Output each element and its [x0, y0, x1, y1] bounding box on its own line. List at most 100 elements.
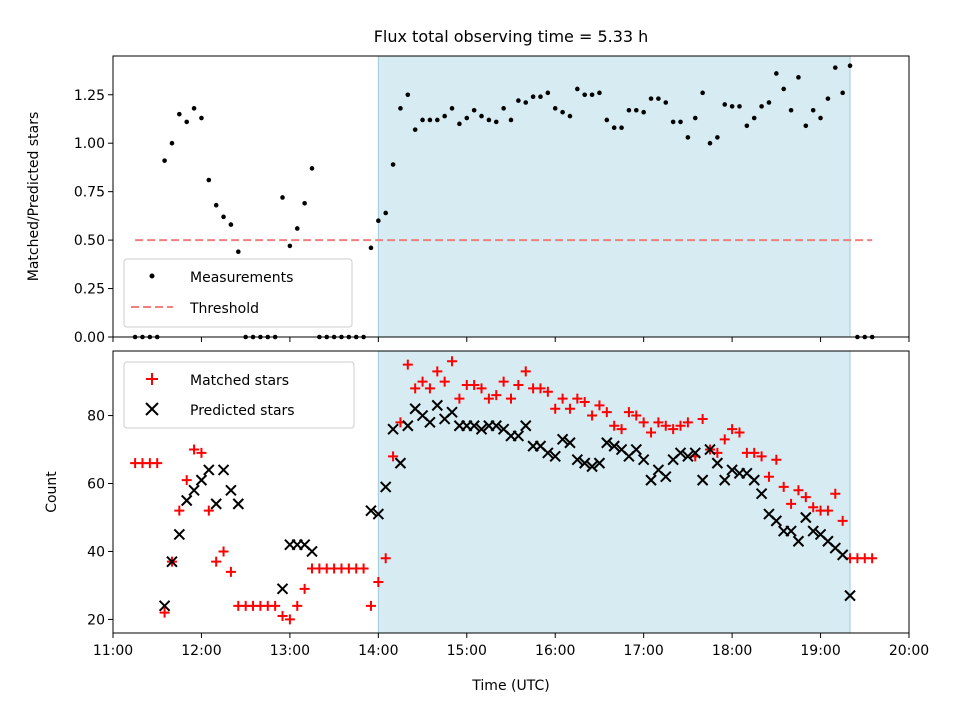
predicted-star-point — [225, 484, 237, 497]
x-tick-label: 17:00 — [623, 643, 663, 659]
measurement-point — [715, 135, 720, 140]
measurement-point — [427, 117, 433, 123]
matched-star-point — [749, 447, 760, 458]
matched-star-point — [660, 420, 671, 431]
x-tick-label: 15:00 — [447, 643, 487, 659]
measurement-point — [294, 226, 300, 231]
predicted-star-point — [468, 420, 480, 432]
measurement-point — [611, 125, 617, 131]
predicted-star-point — [203, 464, 215, 476]
bottom-legend-box — [123, 361, 355, 429]
matched-star-point — [513, 379, 524, 390]
measurement-point — [751, 115, 757, 121]
measurement-point — [818, 115, 823, 121]
y-tick-label: 1.00 — [74, 136, 105, 152]
x-tick-label: 19:00 — [800, 643, 840, 659]
predicted-star-point — [217, 464, 230, 476]
y-tick-label: 80 — [87, 409, 105, 425]
measurement-point — [744, 123, 750, 129]
legend-measurements-label: Measurements — [190, 270, 293, 286]
x-tick-label: 18:00 — [712, 643, 752, 659]
predicted-star-point — [593, 457, 606, 469]
predicted-star-point — [696, 474, 709, 486]
measurement-point — [678, 119, 683, 125]
matched-star-point — [483, 393, 494, 404]
measurement-point — [737, 104, 742, 109]
predicted-star-point — [770, 515, 783, 527]
legend-matched-marker — [146, 373, 158, 385]
predicted-star-point — [807, 525, 819, 537]
y-tick-label: 40 — [87, 544, 105, 560]
measurement-point — [582, 92, 588, 98]
predicted-star-point — [564, 437, 576, 449]
measurement-point — [398, 106, 403, 111]
matched-star-point — [388, 451, 399, 462]
predicted-star-point — [645, 474, 657, 486]
matched-star-point — [159, 607, 170, 618]
x-tick-label: 13:00 — [270, 643, 310, 659]
bottom-x-axis-ticks: 11:00 12:00 13:00 14:00 15:00 16:00 17:00 18:00… — [93, 633, 929, 659]
matched-star-point — [867, 553, 878, 564]
legend-predicted-label: Predicted stars — [190, 403, 295, 419]
matched-star-point — [542, 386, 553, 397]
measurement-point — [552, 106, 558, 111]
measurement-point — [604, 117, 610, 123]
predicted-star-point — [571, 454, 584, 466]
predicted-star-point — [748, 474, 760, 486]
matched-star-point — [822, 505, 833, 516]
predicted-star-point — [475, 423, 488, 435]
top-y-axis-label: Matched/Predicted stars — [26, 112, 42, 282]
measurement-point — [508, 117, 514, 123]
x-tick-label: 11:00 — [93, 643, 133, 659]
top-y-axis-ticks: 0.00 0.25 0.50 0.75 1.00 1.25 — [74, 88, 113, 346]
matched-star-point — [837, 515, 848, 526]
x-axis-label: Time (UTC) — [471, 678, 549, 694]
matched-star-point — [668, 424, 679, 435]
predicted-star-point — [660, 471, 672, 483]
predicted-star-point — [674, 447, 687, 459]
matched-star-point — [277, 611, 288, 622]
measurement-point — [376, 218, 381, 224]
matched-star-point — [609, 420, 620, 431]
matched-star-point — [616, 424, 627, 435]
measurement-point — [191, 106, 197, 111]
measurement-point — [825, 96, 831, 101]
measurement-point — [692, 115, 698, 121]
measurement-point — [309, 166, 315, 171]
predicted-star-point — [379, 481, 392, 493]
bottom-plot-frame — [112, 350, 910, 634]
measurement-point — [597, 90, 602, 96]
matched-star-point — [417, 376, 428, 387]
matched-star-point — [284, 614, 295, 625]
predicted-star-point — [232, 498, 245, 510]
measurement-point — [589, 92, 595, 98]
chart-title: Flux total observing time = 5.33 h — [374, 27, 649, 46]
measurement-point — [412, 127, 418, 132]
measurement-point — [781, 86, 787, 92]
measurement-point — [729, 104, 735, 109]
predicted-star-point — [542, 447, 554, 459]
predicted-star-point — [387, 423, 399, 435]
matched-star-point — [557, 393, 568, 404]
top-legend-box — [123, 258, 353, 328]
y-tick-label: 20 — [87, 612, 105, 628]
predicted-star-point — [704, 443, 716, 456]
measurement-point — [656, 96, 661, 101]
matched-star-point — [727, 424, 738, 435]
legend-measurements-marker — [149, 273, 155, 279]
matched-star-point — [498, 376, 509, 387]
measurement-point — [199, 115, 204, 121]
predicted-star-point — [166, 555, 178, 568]
legend-predicted-marker — [145, 402, 159, 416]
matched-star-point — [491, 390, 502, 401]
predicted-star-point — [726, 464, 738, 476]
predicted-star-point — [601, 437, 613, 449]
measurement-point — [213, 202, 219, 208]
measurement-point — [626, 107, 632, 113]
predicted-star-point — [188, 484, 200, 497]
matched-star-point — [601, 407, 612, 418]
predicted-star-point — [785, 525, 797, 537]
matched-star-point — [225, 566, 236, 577]
measurement-point — [759, 104, 764, 109]
